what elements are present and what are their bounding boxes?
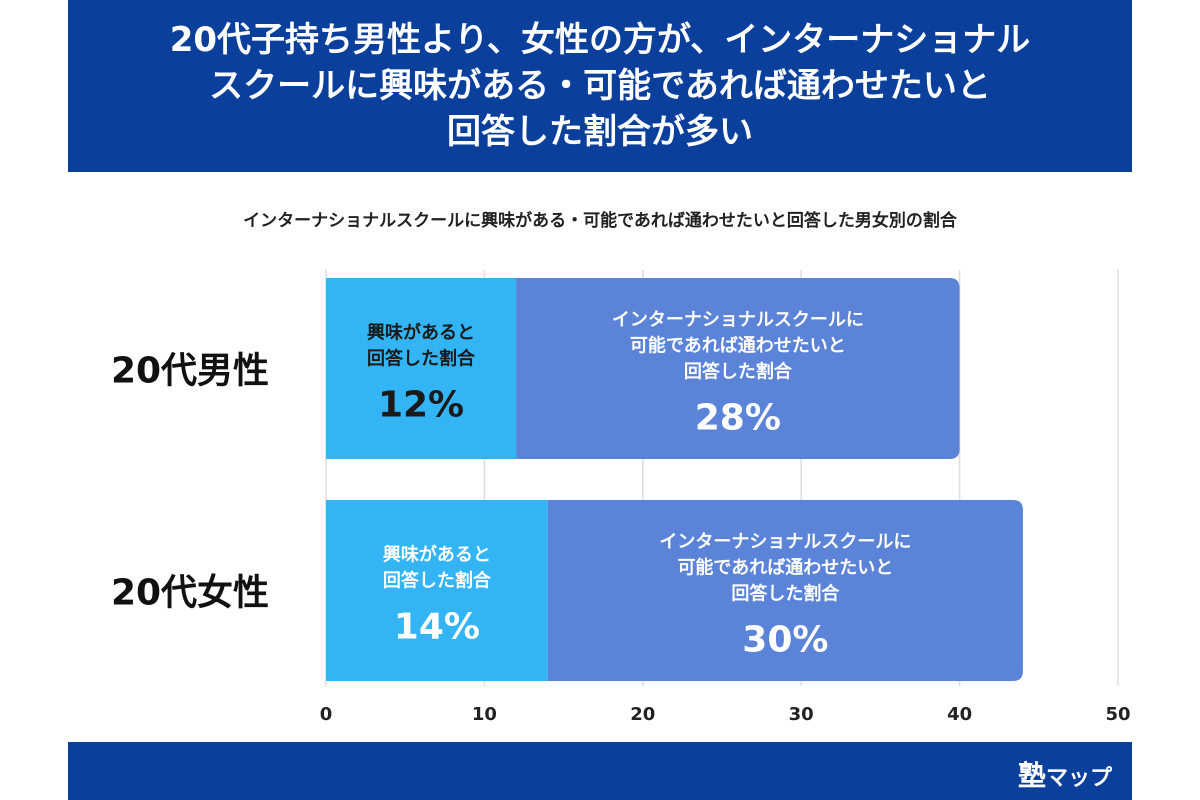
x-tick-label: 0 — [320, 704, 333, 725]
x-tick-label: 10 — [472, 704, 497, 725]
bar-value-label: 28% — [695, 398, 781, 439]
bar-segment — [547, 500, 1023, 681]
bar-value-label: 30% — [742, 620, 828, 661]
header-title-line-3: 回答した割合が多い — [447, 112, 753, 152]
header-title-line-1: 20代子持ち男性より、女性の方が、インターナショナル — [169, 20, 1031, 60]
logo-main-text: 塾 — [1017, 759, 1046, 792]
bar-value-label: 14% — [394, 607, 480, 648]
chart-title: インターナショナルスクールに興味がある・可能であれば通わせたいと回答した男女別の… — [243, 211, 957, 231]
logo: 塾マップ — [1018, 754, 1112, 794]
bar-segment-label: 可能であれば通わせたいと — [630, 335, 846, 357]
bar-segment — [326, 278, 517, 459]
bar-segment-label: インターナショナルスクールに — [612, 310, 864, 331]
bar-segment-label: 可能であれば通わせたいと — [677, 557, 893, 579]
category-label: 20代男性 — [111, 351, 269, 392]
bar-segment — [516, 278, 960, 459]
bar-segment-label: 回答した割合 — [383, 570, 492, 592]
bar-segment — [326, 500, 548, 681]
bar-segment-label: 回答した割合 — [684, 361, 793, 383]
x-tick-label: 30 — [789, 704, 814, 725]
bar-segment-label: 回答した割合 — [731, 583, 840, 605]
bar-segment-label: 興味があると — [383, 544, 491, 566]
x-tick-label: 20 — [630, 704, 655, 725]
header-title-line-2: スクールに興味がある・可能であれば通わせたいと — [209, 66, 991, 106]
bar-segment-label: インターナショナルスクールに — [659, 532, 911, 553]
footer-banner: 塾マップ — [68, 742, 1132, 800]
logo-sub-text: マップ — [1045, 766, 1112, 791]
x-tick-label: 50 — [1105, 704, 1130, 725]
bar-value-label: 12% — [378, 385, 464, 426]
bar-segment-label: 回答した割合 — [367, 348, 476, 370]
header-banner: 20代子持ち男性より、女性の方が、インターナショナル スクールに興味がある・可能… — [68, 0, 1132, 172]
category-label: 20代女性 — [111, 573, 269, 614]
bar-segment-label: 興味があると — [367, 322, 475, 344]
x-tick-label: 40 — [947, 704, 972, 725]
